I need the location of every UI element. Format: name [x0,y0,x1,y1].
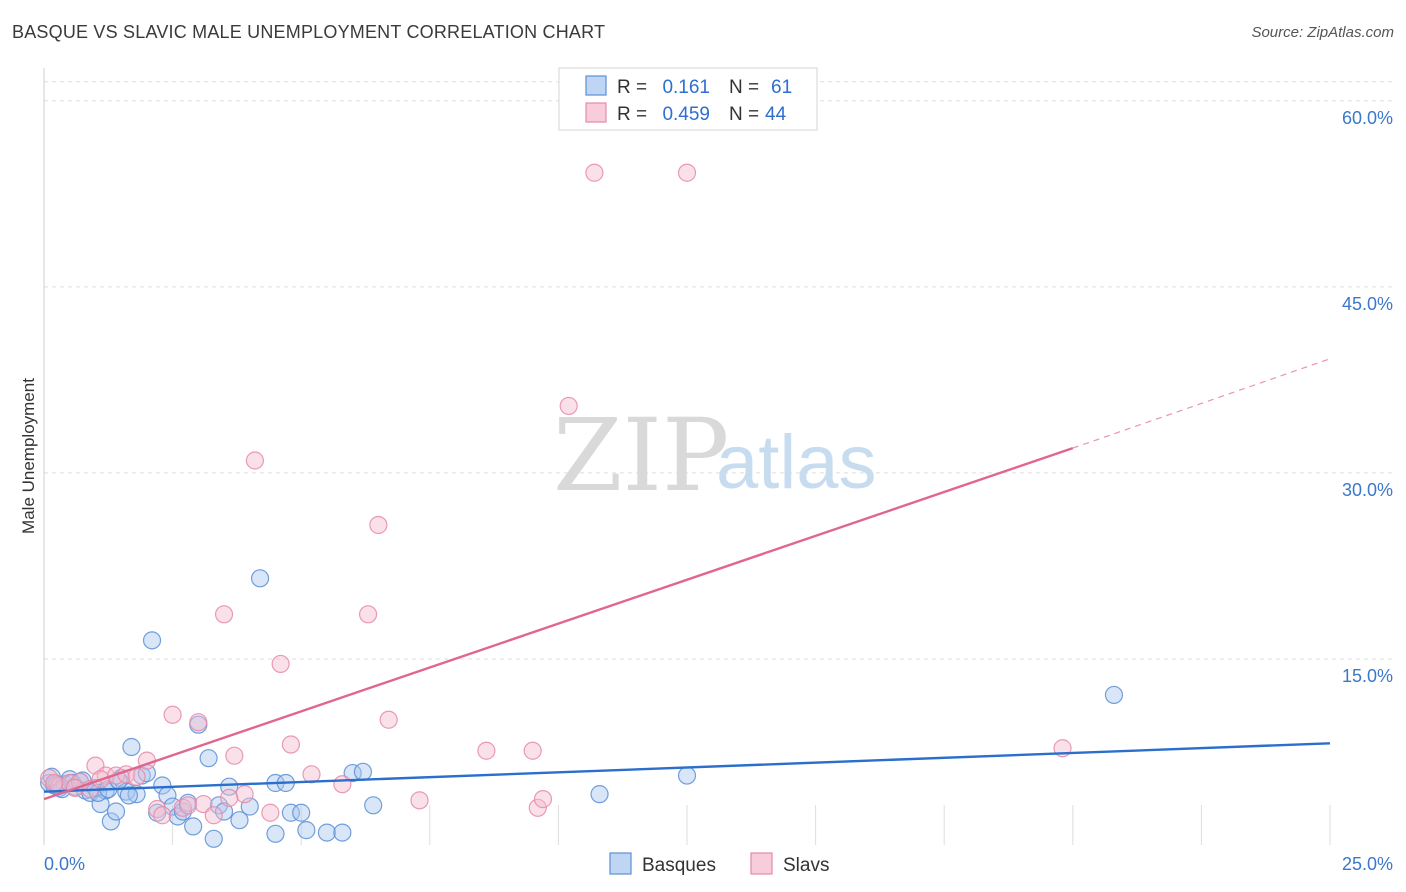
point-basques-13 [106,802,126,821]
point-basques-51 [1104,685,1124,705]
point-slavs-23 [261,803,280,822]
point-slavs-37 [585,163,604,182]
stats-legend: R = 0.161 N = 61 R = 0.459 N = 44 [558,67,818,131]
point-slavs-17 [194,794,213,814]
legend-swatch-basques [609,852,632,875]
point-basques-10 [91,794,110,814]
series-legend: Basques Slavs [609,852,829,876]
point-slavs-27 [333,775,352,794]
point-slavs-30 [379,710,398,729]
point-basques-25 [168,807,187,826]
point-slavs-25 [281,735,301,754]
legend-swatch-slavs [750,852,773,875]
point-slavs-29 [369,515,388,535]
y-tick-label-0: 15.0% [1342,666,1393,686]
point-basques-45 [333,823,352,842]
legend-label-slavs: Slavs [783,855,829,876]
point-basques-48 [364,796,383,815]
y-axis-title: Male Unemployment [19,378,38,534]
stats-n-label-slavs: N = [729,104,759,125]
point-slavs-24 [271,654,290,674]
point-slavs-18 [204,806,223,825]
point-slavs-9 [127,767,146,786]
point-basques-50 [677,766,697,785]
point-slavs-32 [477,741,496,760]
point-slavs-21 [235,785,254,804]
x-tick-label-1: 25.0% [1342,854,1393,874]
point-basques-31 [204,829,223,848]
point-basques-41 [281,803,301,822]
watermark-zip: ZIP [553,397,729,514]
point-slavs-16 [189,713,208,732]
source-credit: Source: ZipAtlas.com [1251,24,1394,41]
point-slavs-28 [358,605,378,624]
stats-r-value-slavs: 0.459 [662,104,710,125]
point-slavs-20 [225,746,244,765]
stats-n-label-basques: N = [729,77,759,98]
point-basques-33 [214,802,234,821]
point-basques-12 [101,812,120,831]
point-slavs-38 [677,163,697,182]
stats-r-value-basques: 0.161 [662,77,710,98]
y-tick-label-3: 60.0% [1342,108,1393,128]
stats-n-value-slavs: 44 [765,104,787,125]
watermark-atlas: atlas [716,420,877,505]
y-tick-labels: 15.0% 30.0% 45.0% 60.0% [1342,108,1393,686]
point-basques-20 [142,631,162,650]
point-slavs-31 [410,791,429,810]
point-slavs-43 [220,788,239,807]
stats-r-label-slavs: R = [617,104,647,125]
x-tick-labels: 0.0% 25.0% [44,854,1393,874]
point-basques-42 [292,803,311,822]
point-slavs-33 [523,741,542,760]
point-basques-28 [184,817,203,836]
point-slavs-22 [245,451,265,470]
point-slavs-13 [163,705,182,724]
trend-line-basques [43,742,1331,793]
point-basques-35 [230,811,249,830]
trend-line-slavs [43,446,1074,801]
chart-title: BASQUE VS SLAVIC MALE UNEMPLOYMENT CORRE… [12,22,606,42]
point-slavs-34 [528,798,547,817]
point-slavs-35 [533,790,553,809]
y-tick-label-1: 30.0% [1342,480,1393,500]
scatter-points [40,163,1124,848]
point-slavs-12 [153,806,172,825]
point-basques-22 [153,776,172,795]
point-slavs-40 [45,773,64,793]
stats-r-label-basques: R = [617,77,647,98]
grid-lines [44,81,1392,845]
legend-label-basques: Basques [642,855,716,876]
trend-lines [43,358,1331,801]
point-basques-47 [353,762,373,781]
point-slavs-36 [559,396,578,416]
point-slavs-19 [214,605,234,624]
point-basques-39 [266,824,285,843]
point-basques-59 [119,786,138,805]
point-basques-16 [122,737,141,757]
point-slavs-0 [40,768,59,788]
point-slavs-15 [178,796,198,815]
point-basques-37 [250,569,270,588]
point-basques-49 [590,785,609,804]
point-basques-43 [297,821,316,840]
point-basques-44 [317,823,337,842]
stats-n-value-basques: 61 [771,77,792,98]
watermark: ZIP atlas [553,397,877,514]
trend-extension-slavs [1072,358,1331,449]
stats-swatch-basques [585,75,607,96]
point-basques-30 [199,749,218,768]
x-tick-label-0: 0.0% [44,854,85,874]
y-tick-label-2: 45.0% [1342,294,1393,314]
stats-swatch-slavs [585,102,607,123]
